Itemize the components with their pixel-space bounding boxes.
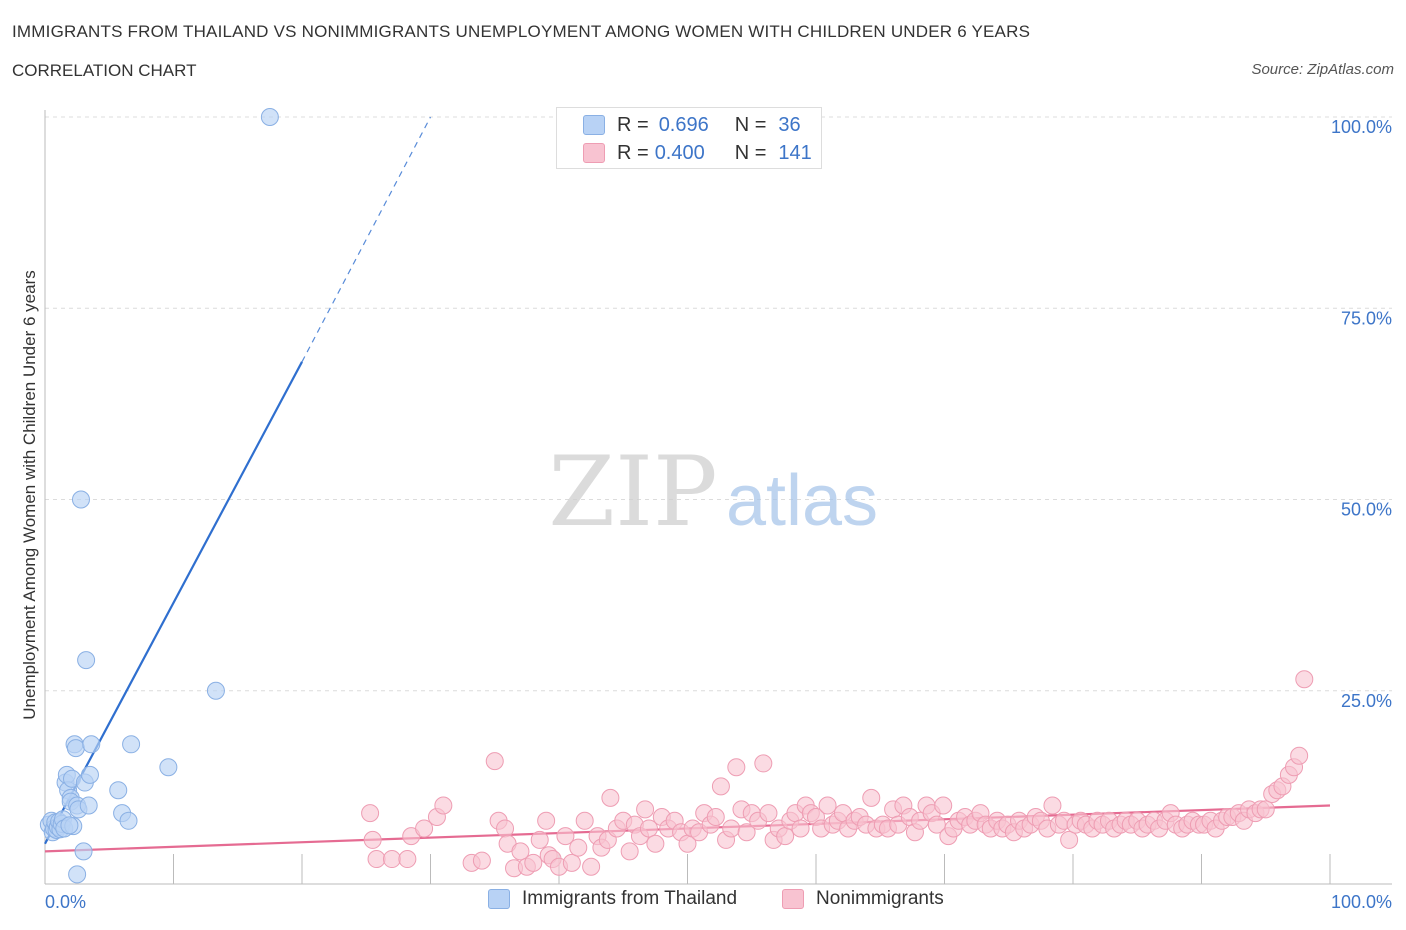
nonimmigrant-point bbox=[934, 796, 953, 815]
nonimmigrant-point bbox=[776, 827, 795, 846]
nonimmigrant-point bbox=[511, 842, 530, 861]
thailand-point bbox=[119, 811, 138, 830]
nonimmigrant-point bbox=[434, 796, 453, 815]
thailand-point bbox=[74, 842, 93, 861]
legend-r-value: 0.400 bbox=[654, 141, 705, 164]
legend-n-label: N = bbox=[734, 113, 767, 136]
nonimmigrant-points bbox=[361, 670, 1314, 878]
nonimmigrant-point bbox=[727, 758, 746, 777]
nonimmigrant-point bbox=[1290, 746, 1309, 765]
x-tick-label: 100.0% bbox=[1331, 892, 1392, 912]
nonimmigrant-point bbox=[562, 853, 581, 872]
bottom-legend-label: Immigrants from Thailand bbox=[522, 888, 738, 909]
legend-r-label: R = bbox=[617, 113, 649, 136]
nonimmigrant-point bbox=[791, 819, 810, 838]
nonimmigrant-point bbox=[862, 788, 881, 807]
nonimmigrant-point bbox=[530, 830, 549, 849]
legend-swatch-pink bbox=[583, 143, 605, 163]
axes bbox=[44, 110, 1392, 885]
nonimmigrant-point bbox=[636, 800, 655, 819]
thailand-point bbox=[77, 651, 96, 670]
nonimmigrant-point bbox=[601, 788, 620, 807]
bottom-legend-thailand: Immigrants from Thailand bbox=[488, 888, 737, 910]
nonimmigrant-point bbox=[496, 819, 515, 838]
y-axis-label: Unemployment Among Women with Children U… bbox=[20, 270, 39, 719]
nonimmigrant-point bbox=[382, 850, 401, 869]
nonimmigrant-point bbox=[472, 851, 491, 870]
nonimmigrant-point bbox=[1043, 796, 1062, 815]
nonimmigrant-point bbox=[759, 804, 778, 823]
nonimmigrant-point bbox=[1295, 670, 1314, 689]
bottom-legend-nonimmigrants: Nonimmigrants bbox=[782, 888, 944, 910]
watermark-atlas: atlas bbox=[726, 461, 878, 541]
thailand-points bbox=[39, 108, 279, 884]
nonimmigrant-point bbox=[639, 819, 658, 838]
x-tick-label: 0.0% bbox=[45, 892, 86, 912]
thailand-point bbox=[60, 816, 79, 835]
watermark-zip: ZIP bbox=[548, 436, 717, 548]
legend-r-value: 0.696 bbox=[658, 113, 709, 136]
y-tick-label: 100.0% bbox=[1331, 117, 1392, 137]
legend-n-value: 141 bbox=[778, 141, 812, 164]
nonimmigrant-point bbox=[415, 819, 434, 838]
thailand-point bbox=[122, 735, 141, 754]
nonimmigrant-point bbox=[706, 807, 725, 826]
thailand-point bbox=[79, 796, 98, 815]
thailand-point bbox=[66, 739, 85, 758]
legend-n-label: N = bbox=[734, 141, 767, 164]
thailand-point bbox=[206, 681, 225, 700]
nonimmigrant-point bbox=[620, 842, 639, 861]
legend-row-thailand: R = 0.696 N = 36 bbox=[583, 113, 801, 137]
nonimmigrant-point bbox=[646, 834, 665, 853]
y-tick-label: 25.0% bbox=[1341, 691, 1392, 711]
source-label: Source: ZipAtlas.com bbox=[1251, 61, 1394, 78]
legend-r-label: R = bbox=[617, 141, 649, 164]
thailand-point bbox=[159, 758, 178, 777]
nonimmigrant-point bbox=[398, 850, 417, 869]
nonimmigrant-point bbox=[754, 754, 773, 773]
legend-swatch-blue bbox=[583, 115, 605, 135]
nonimmigrant-point bbox=[1256, 800, 1275, 819]
nonimmigrant-point bbox=[927, 815, 946, 834]
thailand-point bbox=[82, 735, 101, 754]
y-tick-label: 75.0% bbox=[1341, 308, 1392, 328]
y-tick-label: 50.0% bbox=[1341, 500, 1392, 520]
bottom-swatch-pink bbox=[782, 889, 804, 909]
nonimmigrant-point bbox=[361, 804, 380, 823]
nonimmigrant-point bbox=[1060, 830, 1079, 849]
nonimmigrant-point bbox=[524, 853, 543, 872]
tick-labels: 25.0% 50.0% 75.0% 100.0% 0.0% 100.0% bbox=[45, 117, 1392, 912]
bottom-swatch-blue bbox=[488, 889, 510, 909]
thailand-point bbox=[260, 108, 279, 126]
thailand-point bbox=[68, 865, 87, 884]
nonimmigrant-point bbox=[556, 827, 575, 846]
thailand-point bbox=[109, 781, 128, 800]
nonimmigrant-point bbox=[818, 796, 837, 815]
chart-title: IMMIGRANTS FROM THAILAND VS NONIMMIGRANT… bbox=[12, 22, 1031, 41]
grid-lines bbox=[45, 116, 1392, 692]
bottom-legend-label: Nonimmigrants bbox=[816, 888, 944, 909]
chart-subtitle: CORRELATION CHART bbox=[12, 61, 197, 80]
thailand-point bbox=[71, 490, 90, 509]
correlation-legend: R = 0.696 N = 36 R = 0.400 N = 141 bbox=[556, 107, 822, 169]
nonimmigrant-point bbox=[363, 830, 382, 849]
nonimmigrant-point bbox=[575, 811, 594, 830]
legend-row-nonimmigrants: R = 0.400 N = 141 bbox=[583, 141, 812, 165]
legend-n-value: 36 bbox=[778, 113, 801, 136]
nonimmigrant-point bbox=[569, 838, 588, 857]
thailand-trend-extension bbox=[301, 116, 432, 363]
thailand-trend-line bbox=[44, 361, 303, 845]
nonimmigrant-point bbox=[711, 777, 730, 796]
thailand-point bbox=[80, 765, 99, 784]
nonimmigrant-point bbox=[582, 857, 601, 876]
nonimmigrant-point bbox=[367, 850, 386, 869]
nonimmigrant-point bbox=[485, 752, 504, 771]
nonimmigrant-point bbox=[537, 811, 556, 830]
nonimmigrant-point bbox=[737, 823, 756, 842]
nonimmigrant-point bbox=[722, 819, 741, 838]
